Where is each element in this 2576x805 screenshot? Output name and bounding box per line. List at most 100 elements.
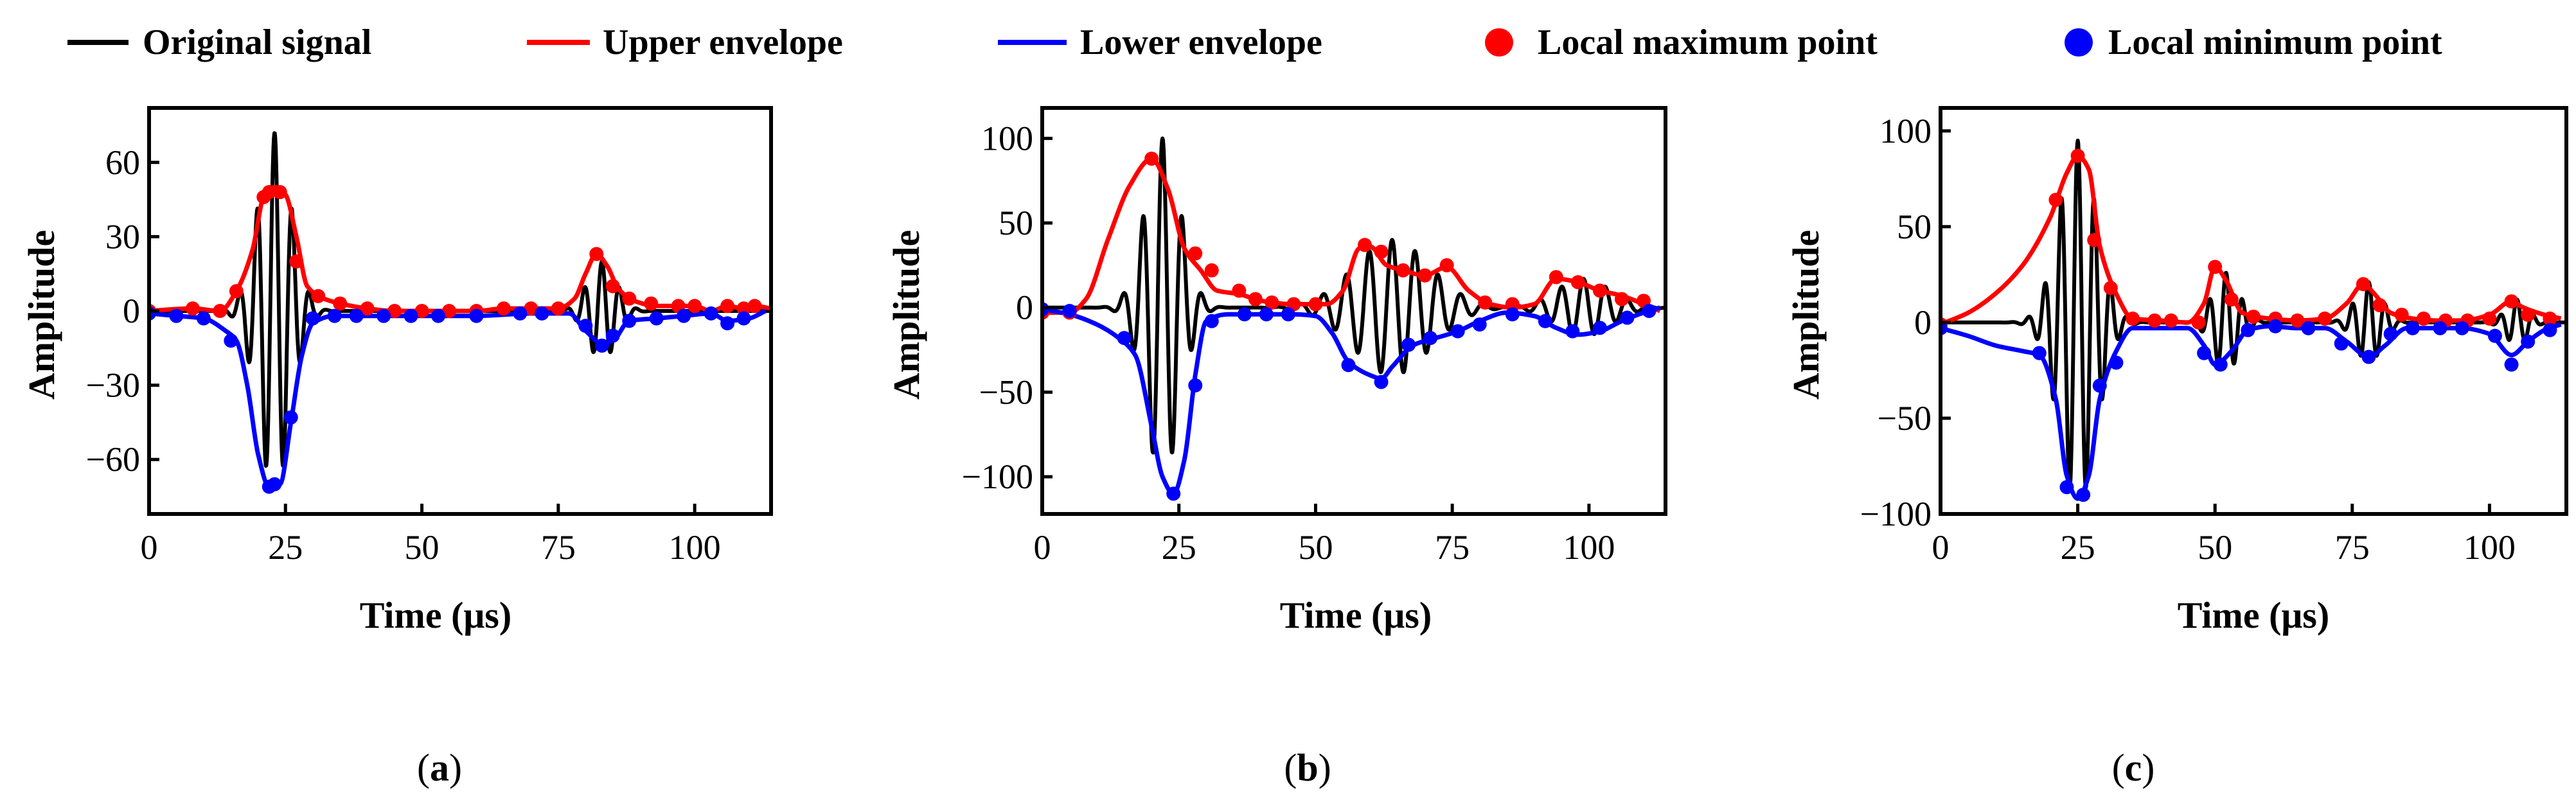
local-minimum-point	[513, 306, 528, 321]
x-tick-label: 100	[2464, 528, 2516, 567]
local-minimum-point	[1341, 358, 1356, 373]
local-minimum-point	[1188, 378, 1203, 393]
local-minimum-point	[2109, 355, 2124, 370]
local-maximum-point	[262, 185, 276, 200]
caption-close: )	[2142, 747, 2154, 789]
local-minimum-point	[1450, 324, 1465, 339]
local-maximum-point	[1439, 258, 1454, 272]
panel-caption: (a)	[417, 747, 462, 789]
legend-label-upper-envelope: Upper envelope	[603, 22, 843, 62]
local-maximum-point	[1549, 270, 1563, 285]
legend-label-original-signal: Original signal	[143, 22, 371, 62]
x-tick-label: 75	[2335, 528, 2370, 567]
local-maximum-point	[496, 301, 511, 316]
local-maximum-point	[2318, 311, 2332, 326]
legend-item-upper-envelope: Upper envelope	[527, 22, 843, 62]
legend-marker-local-maximum-point	[1485, 28, 1513, 57]
plot-area	[1042, 136, 1666, 501]
local-minimum-point	[2433, 321, 2447, 335]
x-axis-title: Time (μs)	[1280, 594, 1432, 636]
local-maximum-point	[688, 299, 702, 314]
local-maximum-point	[589, 247, 604, 261]
original-signal-line	[1042, 136, 1666, 455]
local-maximum-point	[2290, 313, 2305, 328]
legend-label-local-maximum-point: Local maximum point	[1538, 22, 1878, 62]
local-minimum-point	[704, 306, 718, 321]
x-tick-label: 25	[2061, 528, 2095, 567]
local-maximum-point	[551, 301, 565, 316]
x-tick-label: 50	[1298, 528, 1333, 567]
local-minimum-point	[1237, 307, 1252, 322]
local-maximum-point	[622, 291, 637, 306]
local-minimum-point	[2092, 378, 2107, 393]
local-maximum-point	[2372, 298, 2387, 313]
x-axis-title: Time (μs)	[360, 594, 511, 636]
local-maximum-point	[2521, 307, 2536, 322]
local-maximum-point	[2416, 311, 2431, 326]
local-minimum-point	[2076, 488, 2091, 502]
panel-a: Amplitude Time (μs) (a) −60 −30 0 30 60 0 25 50…	[21, 106, 773, 789]
local-minimum-point	[622, 314, 637, 328]
local-maximum-point	[1396, 263, 1410, 278]
panel-c: Amplitude Time (μs) (c) −100 −50 0 50 100 0 25…	[1785, 106, 2568, 789]
lower-envelope-line	[149, 308, 767, 490]
y-tick-label: 30	[105, 217, 140, 256]
y-tick-label: 50	[1897, 208, 1932, 246]
local-minimum-point	[2197, 346, 2212, 360]
x-axis-title: Time (μs)	[2178, 594, 2329, 636]
local-minimum-point	[377, 308, 391, 323]
y-tick-label: 0	[1016, 288, 1033, 327]
local-minimum-point	[2268, 319, 2283, 333]
local-maximum-point	[1478, 295, 1493, 310]
local-maximum-point	[2191, 315, 2206, 330]
local-maximum-point	[414, 304, 429, 318]
local-maximum-point	[1265, 295, 1279, 310]
legend-label-lower-envelope: Lower envelope	[1080, 22, 1322, 62]
local-maximum-point	[213, 304, 227, 318]
local-maximum-point	[1417, 268, 1432, 283]
y-tick-label: −100	[1860, 495, 1932, 533]
local-minimum-point	[1281, 307, 1295, 322]
x-tick-label: 50	[2198, 528, 2232, 567]
y-tick-label: 50	[999, 204, 1033, 242]
local-minimum-point	[431, 308, 446, 323]
local-minimum-point	[469, 308, 484, 323]
local-minimum-point	[1423, 331, 1438, 346]
local-maximum-point	[2070, 148, 2085, 163]
x-tick-label: 0	[141, 528, 158, 567]
local-minimum-point	[594, 338, 609, 353]
local-maximum-point	[2224, 292, 2239, 307]
local-minimum-point	[2059, 480, 2074, 495]
caption-close: )	[449, 747, 462, 789]
local-minimum-point	[1472, 317, 1487, 332]
local-maximum-point	[387, 304, 402, 318]
local-maximum-point	[1358, 238, 1372, 252]
local-maximum-point	[1232, 283, 1247, 298]
y-tick-label: −50	[1878, 399, 1932, 438]
local-minimum-point	[578, 319, 593, 333]
local-maximum-point	[2126, 311, 2140, 326]
caption-close: )	[1319, 747, 1331, 789]
local-minimum-point	[2487, 328, 2502, 343]
local-minimum-point	[283, 410, 298, 425]
local-maximum-point	[2356, 277, 2370, 292]
y-tick-label: −60	[86, 440, 140, 479]
local-minimum-point	[2383, 326, 2398, 341]
local-minimum-point	[2405, 321, 2420, 335]
y-tick-label: 60	[105, 143, 140, 182]
local-maximum-point	[2163, 313, 2178, 328]
local-minimum-point	[2504, 357, 2519, 372]
local-maximum-point	[2246, 309, 2261, 324]
x-tick-label: 25	[268, 528, 303, 567]
legend-marker-local-minimum-point	[2065, 28, 2093, 57]
local-minimum-point	[677, 308, 691, 323]
local-minimum-point	[1259, 307, 1274, 322]
caption-open: (	[417, 747, 430, 789]
legend-item-local-minimum-point: Local minimum point	[2065, 22, 2442, 62]
local-minimum-point	[1592, 321, 1607, 335]
local-maximum-point	[720, 299, 735, 314]
local-minimum-point	[305, 311, 320, 326]
local-maximum-point	[1248, 292, 1263, 306]
local-maximum-point	[442, 304, 457, 318]
local-minimum-point	[404, 308, 418, 323]
